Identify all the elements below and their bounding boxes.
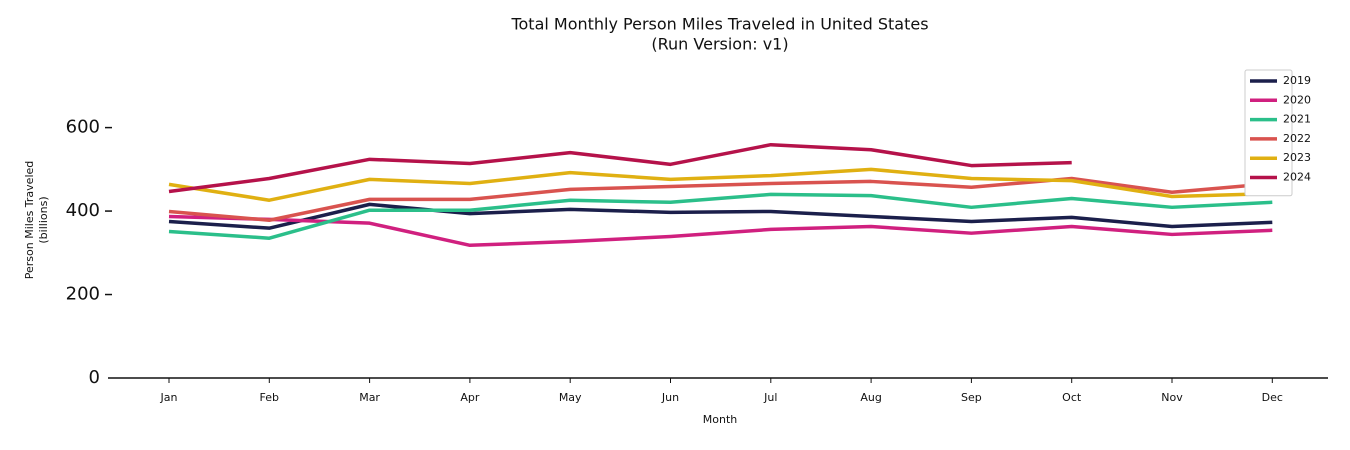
x-tick-label: Apr — [460, 391, 480, 404]
x-tick-label: Jan — [160, 391, 178, 404]
x-tick-label: Nov — [1161, 391, 1183, 404]
x-tick-label: Oct — [1062, 391, 1082, 404]
x-tick-label: Jun — [661, 391, 679, 404]
y-axis-label: Person Miles Traveled — [23, 161, 36, 280]
chart-title: Total Monthly Person Miles Traveled in U… — [510, 15, 928, 34]
legend-label: 2020 — [1283, 93, 1311, 106]
y-tick-label: 400 — [66, 200, 100, 221]
series-line — [168, 142, 1072, 194]
legend-label: 2022 — [1283, 132, 1311, 145]
legend: 2019 2020 2021 2022 2023 2024 — [1244, 69, 1311, 197]
legend-label: 2024 — [1283, 171, 1311, 184]
y-tick-label: 200 — [66, 284, 100, 305]
x-axis-label: Month — [703, 413, 738, 426]
x-tick-label: Jul — [763, 391, 777, 404]
x-tick-label: Mar — [359, 391, 380, 404]
x-tick-label: Aug — [860, 391, 881, 404]
y-tick-label: 0 — [89, 367, 100, 388]
legend-label: 2019 — [1283, 74, 1311, 87]
legend-label: 2023 — [1283, 151, 1311, 164]
series-line — [168, 202, 1273, 230]
x-tick-label: Sep — [961, 391, 982, 404]
legend-label: 2021 — [1283, 113, 1311, 126]
series-line — [168, 192, 1273, 240]
series-line — [168, 167, 1273, 202]
x-tick-label: Dec — [1262, 391, 1283, 404]
chart-subtitle: (Run Version: v1) — [651, 35, 788, 54]
y-axis-label: (billions) — [37, 196, 50, 243]
y-tick-label: 600 — [66, 117, 100, 138]
series-line — [168, 176, 1273, 222]
x-tick-label: May — [559, 391, 582, 404]
series-line — [168, 214, 1273, 248]
x-tick-label: Feb — [260, 391, 279, 404]
